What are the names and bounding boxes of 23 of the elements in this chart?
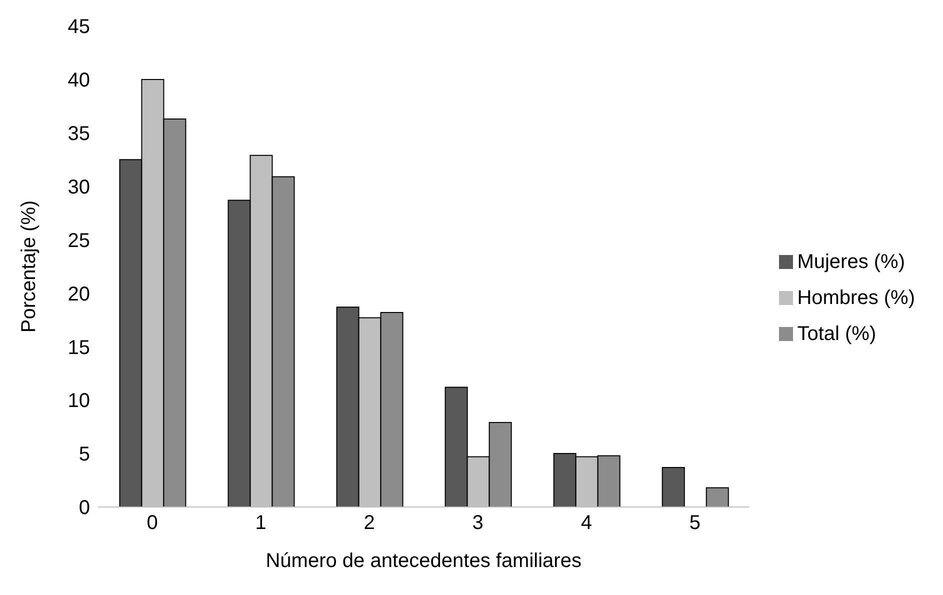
x-tick-label: 3 — [472, 512, 484, 534]
legend-label: Total (%) — [797, 322, 876, 344]
bar — [706, 487, 729, 507]
bar — [662, 466, 685, 507]
x-tick-label: 0 — [146, 512, 158, 534]
legend-label: Hombres (%) — [797, 286, 915, 308]
legend-label: Mujeres (%) — [797, 250, 905, 272]
y-axis-title: Porcentaje (%) — [18, 200, 40, 333]
y-tick-label: 35 — [68, 122, 90, 145]
y-tick-label: 15 — [68, 336, 90, 359]
x-tick-label: 2 — [364, 512, 375, 534]
y-tick-label: 25 — [68, 230, 90, 252]
y-tick-label: 30 — [68, 176, 90, 198]
x-tick-label: 5 — [689, 512, 700, 534]
y-tick-label: 10 — [68, 390, 90, 412]
y-tick-label: 40 — [68, 70, 90, 92]
y-tick-label: 5 — [78, 444, 90, 466]
y-tick-label: 20 — [68, 283, 90, 306]
y-tick-label: 0 — [78, 497, 90, 520]
y-tick-label: 45 — [68, 16, 90, 38]
x-tick-label: 1 — [255, 512, 266, 534]
x-tick-label: 4 — [580, 512, 592, 534]
x-axis-title: Número de antecedentes familiares — [266, 550, 582, 572]
